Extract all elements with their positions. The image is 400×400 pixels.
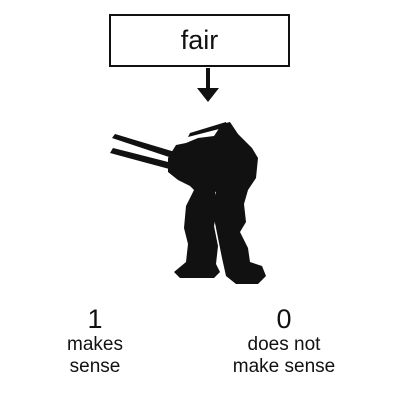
option-makes-sense: 1 makes sense xyxy=(40,304,150,378)
option-label-line: makes xyxy=(67,334,123,355)
option-does-not-make-sense: 0 does not make sense xyxy=(214,304,354,378)
option-value: 0 xyxy=(276,304,292,334)
option-label-line: does not xyxy=(247,334,321,355)
mech-robot-silhouette-icon xyxy=(110,122,266,284)
word-box: fair xyxy=(109,14,290,67)
down-arrow-icon xyxy=(197,68,219,102)
option-label-line: make sense xyxy=(232,356,336,377)
option-label: does not make sense xyxy=(214,334,354,378)
option-label: makes sense xyxy=(40,334,150,378)
option-label-line: sense xyxy=(69,356,121,377)
option-value: 1 xyxy=(87,304,103,334)
word-text: fair xyxy=(180,25,219,55)
